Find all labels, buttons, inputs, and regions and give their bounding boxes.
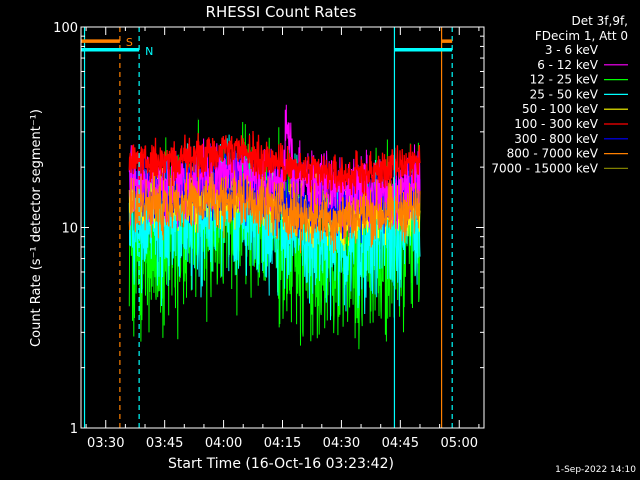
y-tick-label: 10: [61, 222, 78, 237]
legend-entry-label: 100 - 300 keV: [514, 117, 598, 131]
footer-timestamp: 1-Sep-2022 14:10: [555, 465, 636, 475]
y-tick-label: 1: [70, 422, 78, 437]
x-tick-label: 03:30: [87, 436, 124, 451]
y-axis-ticks: 1 10 100: [53, 21, 484, 437]
legend-header-detectors: Det 3f,9f,: [572, 14, 629, 28]
x-tick-label: 03:45: [146, 436, 183, 451]
legend-header-decimation: FDecim 1, Att 0: [535, 29, 628, 43]
x-tick-label: 04:45: [382, 436, 419, 451]
y-tick-label: 100: [53, 21, 78, 36]
x-axis-label: Start Time (16-Oct-16 03:23:42): [168, 456, 394, 472]
legend-entry-label: 300 - 800 keV: [514, 132, 598, 146]
x-tick-label: 04:15: [264, 436, 301, 451]
y-axis-label: Count Rate (s⁻¹ detector segment⁻¹): [29, 109, 44, 347]
x-tick-label: 04:30: [323, 436, 360, 451]
state-marker-label: N: [145, 45, 153, 58]
series-trace: [128, 130, 421, 196]
legend-entry-label: 3 - 6 keV: [545, 43, 599, 57]
x-tick-label: 04:00: [205, 436, 242, 451]
legend-entry-label: 12 - 25 keV: [530, 73, 599, 87]
legend-entry-label: 50 - 100 keV: [522, 102, 599, 116]
state-marker-label: S: [126, 36, 133, 49]
legend-entry-label: 25 - 50 keV: [530, 87, 599, 101]
legend-entry-label: 6 - 12 keV: [537, 58, 599, 72]
legend-entry-label: 800 - 7000 keV: [507, 147, 599, 161]
series-traces: [128, 57, 421, 350]
attenuator-overlay: SN: [81, 27, 453, 428]
chart-title: RHESSI Count Rates: [206, 3, 357, 21]
series-trace: [128, 164, 421, 254]
legend-entry-label: 7000 - 15000 keV: [491, 161, 598, 175]
x-axis-ticks: 03:30 03:45 04:00 04:15 04:30 04:45 05:00: [85, 27, 480, 451]
x-tick-label: 05:00: [441, 436, 478, 451]
series-trace: [128, 57, 421, 146]
